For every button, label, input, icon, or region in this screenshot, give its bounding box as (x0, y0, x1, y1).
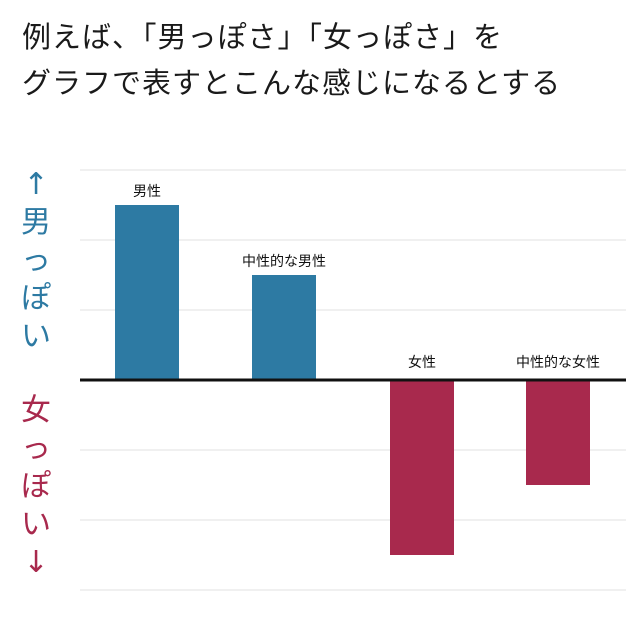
down-arrow-icon: ↓ (23, 545, 49, 580)
chart-heading: 例えば、「男っぽさ」「女っぽさ」を グラフで表すとこんな感じになるとする (22, 14, 622, 106)
down-label-char: い (21, 507, 51, 542)
y-axis-label-up: ↑ 男 っ ぽ い (14, 166, 58, 356)
up-arrow-icon: ↑ (23, 167, 49, 202)
up-label-char: っ (21, 243, 51, 278)
bar-label: 男性 (133, 184, 161, 200)
heading-line-2: グラフで表すとこんな感じになるとする (22, 66, 562, 100)
bar-label: 中性的な女性 (516, 354, 600, 371)
bar (115, 205, 179, 380)
bar (252, 275, 316, 380)
down-label-char: っ (21, 431, 51, 466)
heading-line-1: 例えば、「男っぽさ」「女っぽさ」を (22, 20, 504, 54)
up-label-char: い (21, 319, 51, 354)
down-label-char: ぽ (21, 469, 51, 504)
bar-label: 中性的な男性 (242, 254, 326, 270)
y-axis-label-down: 女 っ ぽ い ↓ (14, 392, 58, 582)
bar (390, 380, 454, 555)
bar-label: 女性 (408, 354, 436, 371)
up-label-char: ぽ (21, 281, 51, 316)
bar (526, 380, 590, 485)
up-label-char: 男 (21, 205, 51, 240)
down-label-char: 女 (21, 393, 51, 428)
